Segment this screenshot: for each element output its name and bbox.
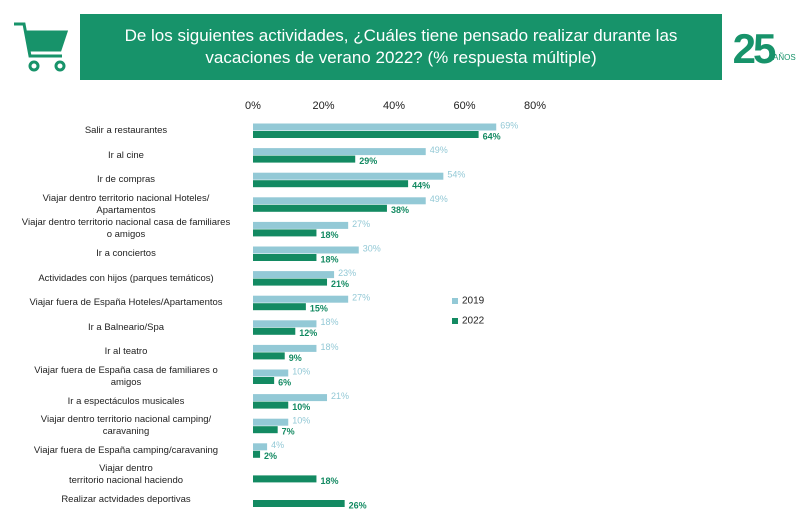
category-label: Viajar dentro territorio nacional casa d… (21, 217, 231, 241)
category-label: Viajar fuera de España camping/caravanin… (33, 444, 219, 456)
value-label: 64% (483, 131, 501, 141)
bar (253, 271, 335, 279)
category-label: Ir de compras (96, 174, 156, 186)
bar (253, 450, 261, 458)
value-label: 23% (338, 268, 356, 278)
category-label: Ir a espectáculos musicales (67, 395, 185, 407)
logo-text: AÑOS (773, 53, 796, 62)
value-label: 30% (363, 243, 381, 253)
x-tick-label: 0% (245, 100, 261, 112)
x-tick-label: 60% (453, 100, 475, 112)
bar (253, 148, 426, 156)
category-label: Ir al teatro (104, 346, 148, 358)
value-label: 49% (430, 194, 448, 204)
value-label: 38% (391, 205, 409, 215)
value-label: 10% (292, 402, 310, 412)
value-label: 9% (289, 353, 302, 363)
legend-label: 2019 (462, 296, 485, 307)
bar (253, 295, 349, 303)
value-label: 27% (352, 219, 370, 229)
logo-number: 25 (733, 25, 776, 72)
value-label: 54% (447, 170, 465, 180)
bar (253, 172, 444, 180)
value-label: 4% (271, 440, 284, 450)
category-label: Viajar fuera de España Hoteles/Apartamen… (29, 297, 223, 309)
x-tick-label: 20% (312, 100, 334, 112)
bar (253, 155, 356, 163)
value-label: 15% (310, 304, 328, 314)
bar (253, 278, 328, 286)
bar (253, 131, 479, 138)
bar (253, 369, 289, 377)
value-label: 29% (359, 156, 377, 166)
cart-icon (14, 22, 69, 72)
x-tick-label: 40% (383, 100, 405, 112)
x-tick-label: 80% (524, 100, 546, 112)
bar (253, 443, 268, 451)
value-label: 26% (349, 500, 367, 510)
category-label: Salir a restaurantes (84, 125, 168, 136)
bar (253, 352, 285, 360)
category-label: Viajar dentro territorio nacional campin… (40, 414, 212, 438)
value-label: 12% (299, 328, 317, 338)
bar (253, 418, 289, 426)
value-label: 69% (500, 120, 518, 130)
category-label: Viajar dentro territorio nacional Hotele… (42, 192, 210, 216)
value-label: 18% (320, 254, 338, 264)
value-label: 44% (412, 181, 430, 191)
category-label: Ir a Balneario/Spa (87, 321, 165, 333)
bar (253, 123, 497, 131)
bar (253, 327, 296, 335)
bar (253, 221, 349, 229)
bar (253, 254, 317, 261)
legend-swatch (452, 298, 458, 304)
value-label: 7% (282, 427, 295, 437)
bar (253, 320, 317, 328)
value-label: 27% (352, 293, 370, 303)
chart-title: De los siguientes actividades, ¿Cuáles t… (80, 14, 722, 80)
value-label: 21% (331, 279, 349, 289)
bar (253, 500, 345, 507)
value-label: 18% (320, 317, 338, 327)
bar (253, 303, 306, 311)
value-label: 18% (320, 230, 338, 240)
value-label: 6% (278, 377, 291, 387)
value-label: 2% (264, 451, 277, 461)
value-label: 21% (331, 391, 349, 401)
bar (253, 246, 359, 254)
legend-label: 2022 (462, 316, 485, 327)
category-label: Viajar dentro territorio nacional hacien… (68, 463, 184, 487)
category-label: Ir a conciertos (96, 248, 156, 259)
bar (253, 401, 289, 409)
value-label: 49% (430, 145, 448, 155)
category-label: Realizar actvidades deportivas (61, 494, 191, 505)
bar (253, 204, 387, 212)
value-label: 18% (320, 342, 338, 352)
bar (253, 229, 317, 237)
category-label: Ir al cine (108, 149, 144, 161)
legend-swatch (452, 318, 458, 324)
category-label: Viajar fuera de España casa de familiare… (34, 365, 218, 388)
bar (253, 475, 317, 483)
value-label: 18% (320, 476, 338, 486)
bar (253, 426, 278, 434)
bar (253, 344, 317, 352)
bar (253, 377, 275, 384)
bar (253, 394, 328, 402)
bar (253, 180, 409, 188)
category-label: Actividades con hijos (parques temáticos… (38, 272, 214, 284)
value-label: 10% (292, 366, 310, 376)
value-label: 10% (292, 416, 310, 426)
bar (253, 197, 426, 205)
